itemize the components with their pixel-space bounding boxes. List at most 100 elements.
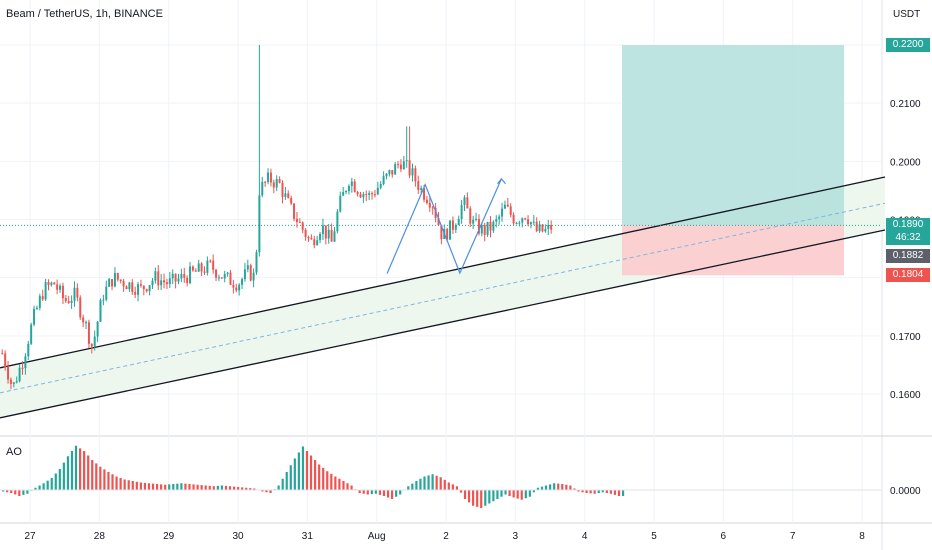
- x-tick-label: Aug: [368, 531, 386, 542]
- candle-body: [96, 321, 99, 337]
- ao-bar: [265, 490, 268, 493]
- ao-bar: [200, 485, 203, 490]
- ao-bar: [431, 474, 434, 490]
- ao-bar: [99, 466, 102, 490]
- x-tick-label: 7: [790, 531, 796, 542]
- candle-body: [475, 218, 478, 220]
- ao-bar: [484, 490, 487, 506]
- candle-body: [333, 231, 336, 242]
- ao-bar: [439, 477, 442, 490]
- ao-bar: [135, 481, 138, 490]
- candle-body: [521, 218, 524, 223]
- ao-bar: [91, 460, 94, 490]
- candle-body: [495, 219, 498, 222]
- ao-bar: [435, 475, 438, 490]
- ao-bar: [423, 476, 426, 490]
- ao-bar: [176, 483, 179, 490]
- candle-body: [119, 279, 122, 282]
- candle-body: [108, 279, 111, 287]
- ao-bar: [216, 485, 219, 490]
- ao-bar: [314, 460, 317, 490]
- candle-body: [373, 194, 376, 196]
- candle-body: [85, 322, 88, 324]
- x-tick-label: 27: [24, 531, 36, 542]
- candle-body: [87, 322, 90, 344]
- ao-bar: [95, 463, 98, 490]
- x-tick-label: 3: [513, 531, 519, 542]
- ao-bar: [443, 479, 446, 490]
- ao-bar: [204, 485, 207, 490]
- candle-body: [313, 239, 316, 246]
- candle-body: [295, 218, 298, 222]
- ao-bar: [342, 481, 345, 490]
- candle-body: [281, 182, 284, 197]
- last-price-badge: 0.1882: [886, 249, 930, 263]
- ao-bar: [147, 483, 151, 490]
- x-tick-label: 28: [94, 531, 106, 542]
- stop-price-badge: 0.1804: [886, 268, 930, 283]
- candle-body: [186, 277, 189, 284]
- candle-body: [67, 301, 70, 303]
- ao-bar: [488, 490, 491, 504]
- ao-bar: [322, 467, 325, 490]
- candle-body: [177, 278, 180, 282]
- candle-body: [9, 379, 12, 384]
- candle-body: [538, 224, 541, 232]
- candle-body: [24, 356, 27, 369]
- ao-bar: [532, 490, 536, 493]
- candle-body: [44, 282, 47, 300]
- channel-mid-line: [0, 202, 886, 394]
- ao-bar: [289, 465, 292, 490]
- ao-bar: [447, 482, 450, 490]
- ao-bar: [241, 487, 244, 490]
- ao-bar: [601, 490, 604, 493]
- candle-body: [503, 204, 506, 209]
- candle-body: [440, 225, 443, 240]
- candle-body: [226, 272, 229, 274]
- candle-body: [434, 208, 437, 218]
- candle-body: [368, 193, 371, 195]
- candle-body: [379, 184, 382, 188]
- ao-bar: [536, 487, 540, 490]
- ao-indicator-label: AO: [6, 446, 22, 458]
- candle-body: [154, 271, 157, 281]
- candle-body: [428, 202, 431, 208]
- ao-bar: [427, 475, 430, 490]
- candle-body: [342, 191, 345, 196]
- candle-body: [229, 272, 232, 285]
- candle-body: [457, 219, 460, 226]
- candle-body: [524, 218, 527, 220]
- ao-bar: [386, 490, 390, 498]
- ao-bar: [516, 490, 519, 499]
- ao-bar: [561, 484, 564, 490]
- current-price: 0.1890: [892, 219, 924, 231]
- ao-bar: [78, 448, 82, 490]
- candle-body: [128, 282, 131, 290]
- y-tick-label: 0.2000: [890, 157, 921, 168]
- ao-bar: [237, 487, 240, 490]
- ao-bar: [6, 490, 9, 493]
- pattern-zigzag: [386, 178, 503, 275]
- ao-bar: [358, 490, 361, 493]
- ao-bar: [180, 483, 183, 490]
- ao-bar: [500, 490, 503, 497]
- candle-body: [515, 223, 518, 225]
- ao-bar: [350, 485, 353, 490]
- currency-label: USDT: [893, 9, 921, 20]
- candle-body: [365, 194, 368, 196]
- ao-bar: [512, 490, 515, 498]
- x-tick-label: 29: [163, 531, 175, 542]
- ao-bar: [395, 490, 398, 497]
- ao-bar: [87, 455, 90, 490]
- candle-body: [145, 289, 148, 292]
- ao-bar: [228, 486, 232, 490]
- ao-bar: [605, 490, 608, 493]
- x-tick-label: 5: [651, 531, 657, 542]
- ao-bar: [467, 490, 471, 503]
- candle-body: [1, 353, 4, 355]
- channel-lower-line: [0, 229, 886, 419]
- ao-bar: [70, 451, 74, 490]
- ao-bar: [520, 490, 523, 500]
- ao-bar: [318, 464, 321, 490]
